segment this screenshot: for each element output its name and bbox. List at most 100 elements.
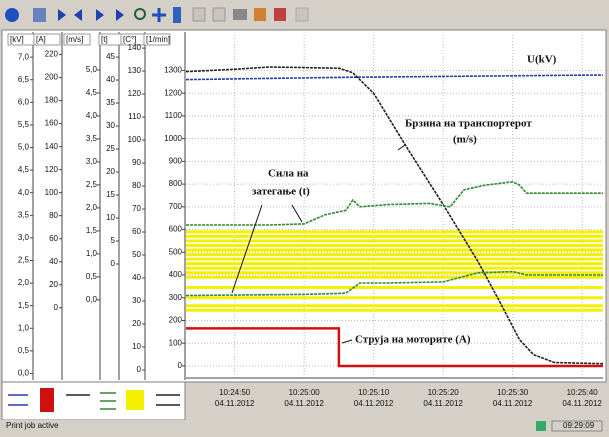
y-tick-label: 0,0 (86, 295, 98, 304)
legend-icon (100, 392, 116, 410)
y-tick-label: 120 (128, 89, 142, 98)
y-tick-label: 2,5 (18, 256, 30, 265)
annotation-line (291, 204, 303, 223)
x-tick-date: 04.11.2012 (215, 399, 255, 408)
y-tick-label: 3,0 (18, 233, 30, 242)
y-tick-label: 0,5 (86, 272, 98, 281)
y-tick-label: 5,5 (18, 120, 30, 129)
y-tick-label: 3,5 (86, 134, 98, 143)
y-tick-label: 5,0 (18, 143, 30, 152)
help-button[interactable] (5, 8, 19, 22)
legend-icons (8, 388, 180, 412)
axis-unit: [m/s] (66, 35, 83, 44)
x-tick-label: 10:25:10 (358, 388, 390, 397)
status-time: 09:29:09 (563, 421, 595, 430)
y-tick-label: 35 (106, 98, 115, 107)
y-tick-label: 50 (132, 250, 141, 259)
zoom-button[interactable] (134, 8, 146, 20)
disabled-button[interactable] (212, 7, 226, 22)
x-tick-date: 04.11.2012 (284, 399, 324, 408)
y-tick-label: 0 (137, 365, 142, 374)
y-tick-label: 30 (106, 121, 115, 130)
back-button[interactable] (74, 9, 82, 21)
annotation: затегање (t) (252, 186, 310, 198)
y-tick-label: 2,0 (86, 203, 98, 212)
y-tick-label: 5,0 (86, 65, 98, 74)
y-tick-label: 700 (169, 202, 183, 211)
y-tick-label: 500 (169, 247, 183, 256)
y-tick-label: 70 (132, 204, 141, 213)
move-button[interactable] (152, 8, 166, 22)
y-tick-label: 20 (106, 167, 115, 176)
disabled-button[interactable] (295, 7, 309, 22)
axis-unit: [t] (101, 35, 108, 44)
forward-button[interactable] (96, 9, 104, 21)
status-bar (0, 420, 609, 432)
annotation-line (341, 339, 353, 344)
y-tick-label: 80 (49, 211, 58, 220)
legend-icon (126, 390, 144, 410)
y-tick-label: 0 (178, 361, 183, 370)
y-tick-label: 7,0 (18, 52, 30, 61)
y-tick-label: 140 (45, 142, 59, 151)
y-tick-label: 160 (45, 119, 59, 128)
y-tick-label: 900 (169, 156, 183, 165)
y-tick-label: 0 (54, 303, 59, 312)
config-button[interactable] (33, 8, 46, 22)
series-line (185, 74, 604, 81)
export-button[interactable] (254, 8, 266, 21)
annotation: Струја на моторите (A) (355, 334, 471, 346)
x-tick-date: 04.11.2012 (423, 399, 463, 408)
y-tick-label: 25 (106, 144, 115, 153)
x-tick-date: 04.11.2012 (562, 399, 602, 408)
print-button[interactable] (233, 9, 247, 20)
x-tick-date: 04.11.2012 (354, 399, 394, 408)
import-button[interactable] (274, 8, 286, 21)
y-tick-label: 60 (49, 234, 58, 243)
y-tick-label: 1100 (165, 111, 183, 120)
last-button[interactable] (116, 9, 124, 21)
y-tick-label: 0,5 (18, 346, 30, 355)
y-tick-label: 5 (111, 236, 116, 245)
y-tick-label: 200 (45, 73, 59, 82)
y-tick-label: 4,0 (86, 111, 98, 120)
x-tick-label: 10:25:20 (428, 388, 460, 397)
axis-header-box (33, 33, 61, 46)
series-line (186, 180, 603, 226)
y-tick-label: 300 (169, 293, 183, 302)
series-line (185, 66, 604, 365)
first-button[interactable] (58, 9, 66, 21)
y-tick-label: 40 (106, 75, 115, 84)
y-tick-label: 800 (169, 179, 183, 188)
legend-icon (40, 388, 54, 412)
y-tick-label: 4,5 (86, 88, 98, 97)
y-tick-label: 45 (106, 52, 115, 61)
y-tick-label: 120 (45, 165, 59, 174)
status-clock-box (551, 420, 603, 432)
annotation: Сила на (268, 168, 309, 180)
annotation: U(kV) (527, 54, 557, 66)
legend-icon (156, 394, 180, 406)
series-line (185, 270, 603, 297)
y-tick-label: 60 (132, 227, 141, 236)
axis-unit: [1/min] (146, 35, 170, 44)
y-tick-label: 180 (45, 96, 59, 105)
x-tick-label: 10:24:50 (219, 388, 251, 397)
x-tick-label: 10:25:30 (497, 388, 529, 397)
y-tick-label: 400 (169, 270, 183, 279)
y-tick-label: 10 (106, 213, 115, 222)
series-line (186, 327, 603, 368)
y-tick-label: 1,5 (86, 226, 98, 235)
axis-unit: [C°] (123, 35, 136, 44)
axis-header-box (143, 33, 171, 46)
y-tick-label: 130 (128, 66, 142, 75)
x-tick-date: 04.11.2012 (493, 399, 533, 408)
scale-button[interactable] (173, 7, 181, 23)
disabled-button[interactable] (192, 7, 206, 22)
x-tick-label: 10:25:00 (289, 388, 321, 397)
y-tick-label: 0,0 (18, 369, 30, 378)
y-tick-label: 20 (132, 319, 141, 328)
y-tick-label: 1200 (164, 88, 182, 97)
